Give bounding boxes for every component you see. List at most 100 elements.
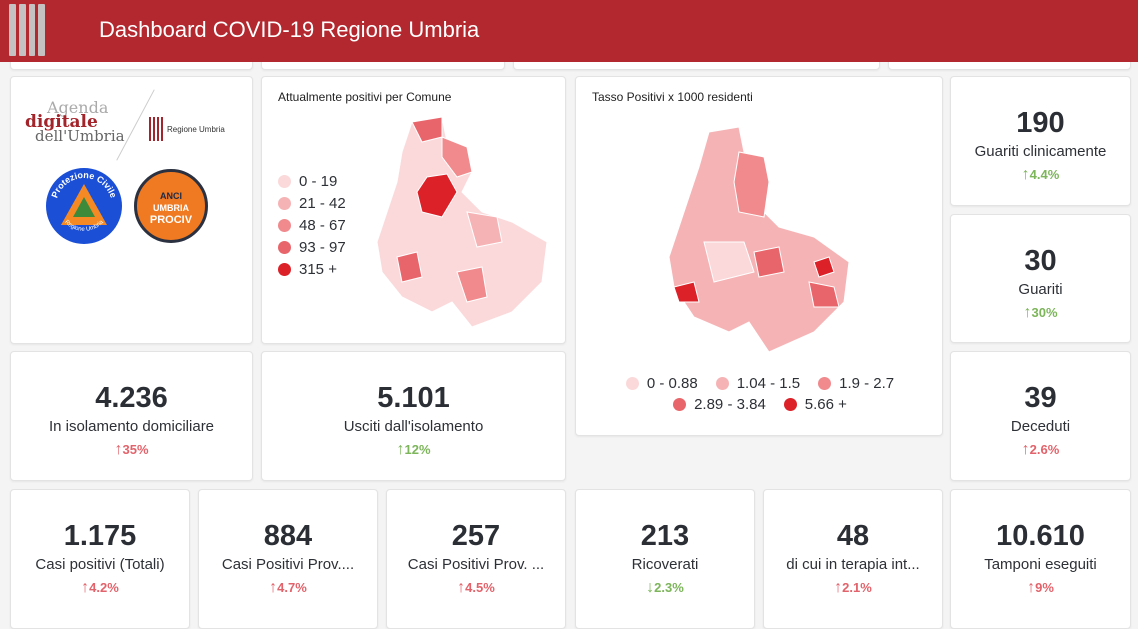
regione-umbria-logo-icon xyxy=(9,4,45,56)
legend-label: 0 - 0.88 xyxy=(646,375,698,392)
kpi-label: Tamponi eseguiti xyxy=(984,556,1097,573)
kpi-value: 48 xyxy=(836,520,870,552)
map-legend: 0 - 0.88 1.04 - 1.5 1.9 - 2.7 2.89 - 3.84 5.… xyxy=(576,375,944,413)
agenda-digitale-logo: Agenda digitale dell'Umbria xyxy=(25,98,125,145)
kpi-card-guariti: 30 Guariti ↑30% xyxy=(950,214,1131,343)
kpi-label: Casi Positivi Prov. ... xyxy=(407,556,545,573)
legend-swatch xyxy=(278,197,291,210)
kpi-card-deceduti: 39 Deceduti ↑2.6% xyxy=(950,351,1131,481)
legend-label: 21 - 42 xyxy=(299,195,346,212)
legend-swatch xyxy=(278,241,291,254)
kpi-delta: ↑2.6% xyxy=(1021,441,1060,458)
legend-label: 315 + xyxy=(299,261,337,278)
legend-item: 1.04 - 1.5 xyxy=(715,375,801,392)
kpi-card-isolamento: 4.236 In isolamento domiciliare ↑35% xyxy=(10,351,253,481)
anci-prociv-logo: ANCI UMBRIA PROCIV xyxy=(134,169,208,243)
kpi-label: Ricoverati xyxy=(631,556,699,573)
arrow-up-icon: ↑ xyxy=(457,579,466,596)
map-title: Attualmente positivi per Comune xyxy=(278,90,452,104)
map-title: Tasso Positivi x 1000 residenti xyxy=(592,90,753,104)
logos-card: Agenda digitale dell'Umbria Regione Umbr… xyxy=(10,76,253,344)
legend-swatch xyxy=(278,219,291,232)
kpi-label: Guariti clinicamente xyxy=(974,143,1107,160)
legend-item: 5.66 + xyxy=(783,396,847,413)
kpi-value: 10.610 xyxy=(996,520,1085,552)
kpi-card-prov1: 884 Casi Positivi Prov.... ↑4.7% xyxy=(198,489,378,629)
kpi-delta: ↑12% xyxy=(396,441,431,458)
arrow-up-icon: ↑ xyxy=(1021,441,1030,458)
kpi-label: Usciti dall'isolamento xyxy=(343,418,484,435)
kpi-value: 39 xyxy=(1024,382,1057,414)
map-positivi-comune: Attualmente positivi per Comune 0 - 19 21… xyxy=(261,76,566,344)
kpi-card-tamponi: 10.610 Tamponi eseguiti ↑9% xyxy=(950,489,1131,629)
kpi-label: Casi positivi (Totali) xyxy=(35,556,165,573)
legend-label: 48 - 67 xyxy=(299,217,346,234)
arrow-down-icon: ↓ xyxy=(646,579,655,596)
kpi-delta: ↑4.4% xyxy=(1021,166,1060,183)
legend-item: 48 - 67 xyxy=(278,217,346,234)
legend-item: 93 - 97 xyxy=(278,239,346,256)
kpi-value: 213 xyxy=(640,520,690,552)
legend-swatch xyxy=(625,377,639,390)
kpi-value: 190 xyxy=(1016,107,1065,139)
regione-logo-icon xyxy=(149,117,163,141)
umbria-map[interactable] xyxy=(664,122,854,357)
legend-label: 1.04 - 1.5 xyxy=(736,375,801,392)
kpi-label: Guariti xyxy=(1018,281,1063,298)
kpi-delta: ↑30% xyxy=(1023,304,1058,321)
legend-swatch xyxy=(783,398,797,411)
legend-swatch xyxy=(278,175,291,188)
legend-item: 21 - 42 xyxy=(278,195,346,212)
header: Dashboard COVID-19 Regione Umbria xyxy=(0,0,1138,62)
arrow-up-icon: ↑ xyxy=(114,441,123,458)
kpi-card-guariti-clin: 190 Guariti clinicamente ↑4.4% xyxy=(950,76,1131,206)
legend-label: 2.89 - 3.84 xyxy=(694,396,766,413)
legend-swatch xyxy=(818,377,832,390)
legend-label: 5.66 + xyxy=(804,396,847,413)
legend-item: 1.9 - 2.7 xyxy=(818,375,894,392)
regione-umbria-logo: Regione Umbria xyxy=(149,117,225,141)
kpi-value: 4.236 xyxy=(95,382,168,414)
kpi-delta: ↑35% xyxy=(114,441,149,458)
kpi-value: 30 xyxy=(1024,245,1057,277)
kpi-delta: ↑4.7% xyxy=(269,579,307,596)
map-tasso-positivi: Tasso Positivi x 1000 residenti 0 - 0.88… xyxy=(575,76,943,436)
arrow-up-icon: ↑ xyxy=(81,579,90,596)
arrow-up-icon: ↑ xyxy=(396,441,405,458)
legend-label: 93 - 97 xyxy=(299,239,346,256)
kpi-delta: ↑4.5% xyxy=(457,579,495,596)
arrow-up-icon: ↑ xyxy=(1023,304,1032,321)
legend-swatch xyxy=(673,398,687,411)
arrow-up-icon: ↑ xyxy=(1027,579,1036,596)
kpi-card-casi: 1.175 Casi positivi (Totali) ↑4.2% xyxy=(10,489,190,629)
legend-swatch xyxy=(278,263,291,276)
map-legend: 0 - 19 21 - 42 48 - 67 93 - 97 315 + xyxy=(278,173,346,283)
kpi-label: di cui in terapia int... xyxy=(786,556,920,573)
arrow-up-icon: ↑ xyxy=(1021,166,1030,183)
arrow-up-icon: ↑ xyxy=(834,579,843,596)
kpi-card-prov2: 257 Casi Positivi Prov. ... ↑4.5% xyxy=(386,489,566,629)
kpi-value: 5.101 xyxy=(377,382,450,414)
legend-item: 2.89 - 3.84 xyxy=(673,396,766,413)
kpi-delta: ↑4.2% xyxy=(81,579,119,596)
legend-item: 0 - 19 xyxy=(278,173,346,190)
legend-item: 0 - 0.88 xyxy=(625,375,698,392)
kpi-card-ricoverati: 213 Ricoverati ↓2.3% xyxy=(575,489,755,629)
kpi-label: Deceduti xyxy=(1010,418,1071,435)
kpi-label: In isolamento domiciliare xyxy=(48,418,215,435)
kpi-delta: ↑9% xyxy=(1027,579,1054,596)
legend-label: 1.9 - 2.7 xyxy=(839,375,895,392)
kpi-value: 1.175 xyxy=(63,520,137,552)
kpi-card-terapia: 48 di cui in terapia int... ↑2.1% xyxy=(763,489,943,629)
umbria-map[interactable] xyxy=(372,112,552,332)
kpi-card-usciti: 5.101 Usciti dall'isolamento ↑12% xyxy=(261,351,566,481)
kpi-value: 257 xyxy=(451,520,501,552)
kpi-label: Casi Positivi Prov.... xyxy=(221,556,355,573)
kpi-value: 884 xyxy=(263,520,313,552)
arrow-up-icon: ↑ xyxy=(269,579,278,596)
page-title: Dashboard COVID-19 Regione Umbria xyxy=(99,17,480,42)
kpi-delta: ↓2.3% xyxy=(646,579,684,596)
legend-swatch xyxy=(715,377,729,390)
legend-item: 315 + xyxy=(278,261,346,278)
kpi-delta: ↑2.1% xyxy=(834,579,872,596)
